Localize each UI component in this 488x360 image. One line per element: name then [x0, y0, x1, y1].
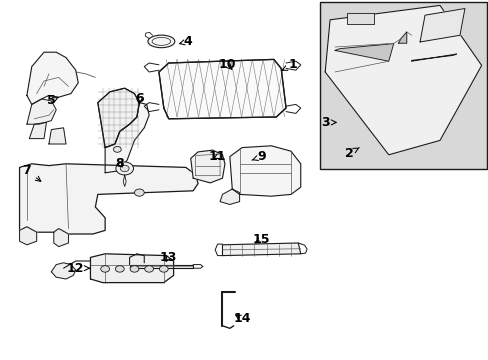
Polygon shape [398, 32, 406, 43]
Polygon shape [27, 52, 78, 104]
Polygon shape [51, 263, 76, 279]
Polygon shape [222, 243, 300, 256]
Circle shape [101, 266, 109, 272]
Circle shape [134, 189, 144, 196]
Polygon shape [419, 9, 464, 42]
Polygon shape [229, 146, 300, 196]
Text: 12: 12 [67, 262, 90, 275]
Polygon shape [190, 150, 224, 183]
Text: 8: 8 [115, 157, 124, 170]
Circle shape [159, 266, 168, 272]
Polygon shape [129, 265, 193, 268]
Polygon shape [49, 128, 66, 144]
Polygon shape [29, 122, 46, 139]
Circle shape [120, 165, 129, 172]
Text: 9: 9 [251, 150, 265, 163]
Text: 5: 5 [47, 94, 59, 107]
Polygon shape [325, 5, 481, 155]
Text: 3: 3 [320, 116, 336, 129]
Polygon shape [334, 44, 393, 61]
Bar [320, 2, 486, 169]
Bar [346, 13, 373, 23]
Text: 15: 15 [252, 233, 270, 246]
Circle shape [130, 266, 139, 272]
Polygon shape [159, 59, 285, 119]
Polygon shape [20, 227, 37, 245]
Text: 13: 13 [160, 251, 177, 264]
Text: 11: 11 [208, 150, 226, 163]
Polygon shape [54, 229, 68, 247]
Polygon shape [411, 54, 456, 61]
Circle shape [113, 147, 121, 152]
Text: 14: 14 [233, 312, 250, 325]
Text: 10: 10 [218, 58, 236, 71]
Text: 4: 4 [179, 35, 192, 48]
Text: 6: 6 [135, 93, 143, 105]
Text: 2: 2 [345, 147, 359, 159]
Polygon shape [98, 88, 139, 148]
Text: 1: 1 [282, 58, 297, 71]
Text: 7: 7 [22, 165, 41, 181]
Circle shape [115, 266, 124, 272]
Ellipse shape [147, 35, 175, 48]
Polygon shape [105, 103, 149, 173]
Polygon shape [20, 164, 198, 234]
Polygon shape [27, 99, 56, 124]
Polygon shape [90, 254, 173, 283]
Circle shape [116, 162, 133, 175]
Circle shape [144, 266, 153, 272]
Polygon shape [220, 189, 239, 204]
